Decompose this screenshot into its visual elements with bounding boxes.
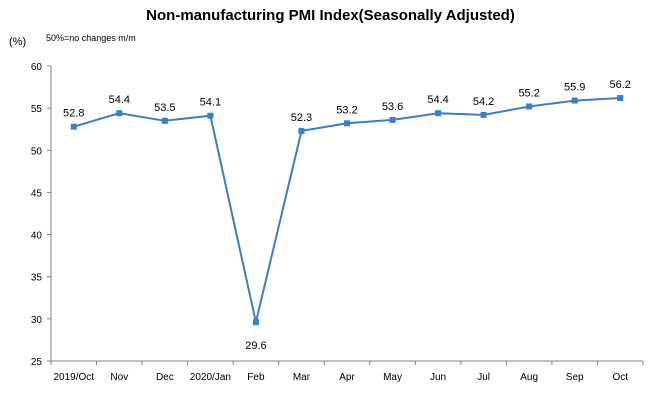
- x-tick-label: 2020/Jan: [190, 372, 231, 383]
- x-tick-label: Dec: [156, 372, 174, 383]
- x-tick-label: Oct: [612, 372, 628, 383]
- data-label: 53.6: [382, 101, 403, 113]
- x-tick-label: Sep: [566, 372, 584, 383]
- y-tick-label: 25: [31, 357, 43, 368]
- y-tick-label: 45: [31, 188, 43, 199]
- data-label: 56.2: [610, 79, 631, 91]
- x-tick-label: Jun: [430, 372, 446, 383]
- data-point: [116, 110, 123, 117]
- data-label: 55.2: [518, 87, 539, 99]
- x-tick-label: Nov: [110, 372, 128, 383]
- y-tick-label: 40: [31, 231, 43, 242]
- x-tick-label: Mar: [293, 372, 311, 383]
- data-point: [389, 116, 396, 123]
- data-point: [435, 110, 442, 117]
- data-label: 54.2: [473, 96, 494, 108]
- data-point: [252, 319, 259, 326]
- data-label: 52.3: [291, 112, 312, 124]
- data-point: [617, 95, 624, 102]
- data-label: 54.4: [109, 94, 130, 106]
- x-tick-label: May: [383, 372, 402, 383]
- chart-note: 50%=no changes m/m: [46, 33, 136, 43]
- data-label: 53.5: [154, 102, 175, 114]
- data-point: [70, 123, 77, 130]
- y-tick-label: 30: [31, 315, 43, 326]
- series-line: [73, 97, 621, 323]
- data-label: 54.1: [200, 97, 221, 109]
- data-label: 52.8: [63, 108, 84, 120]
- chart-title: Non-manufacturing PMI Index(Seasonally A…: [146, 7, 515, 24]
- y-axis-unit-label: (%): [9, 36, 27, 48]
- data-label: 53.2: [336, 104, 357, 116]
- data-point: [344, 120, 350, 127]
- data-point: [207, 112, 214, 119]
- x-tick-label: Jul: [477, 372, 490, 383]
- data-point: [298, 127, 305, 134]
- data-label: 55.9: [564, 82, 585, 94]
- data-label: 54.4: [427, 94, 448, 106]
- data-point: [161, 117, 168, 124]
- x-tick-label: 2019/Oct: [53, 372, 94, 383]
- y-tick-label: 35: [31, 273, 43, 284]
- x-tick-label: Feb: [247, 372, 265, 383]
- data-point: [480, 111, 487, 118]
- data-point: [571, 97, 578, 104]
- y-tick-label: 60: [31, 62, 43, 73]
- data-point: [526, 103, 533, 110]
- data-label: 29.6: [245, 340, 266, 352]
- y-tick-label: 50: [31, 146, 43, 157]
- x-tick-label: Apr: [339, 372, 355, 383]
- y-tick-label: 55: [31, 104, 43, 115]
- x-tick-label: Aug: [520, 372, 538, 383]
